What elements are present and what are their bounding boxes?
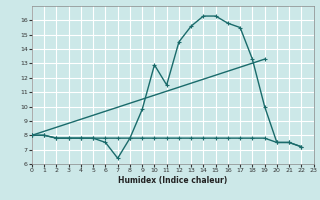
- X-axis label: Humidex (Indice chaleur): Humidex (Indice chaleur): [118, 176, 228, 185]
